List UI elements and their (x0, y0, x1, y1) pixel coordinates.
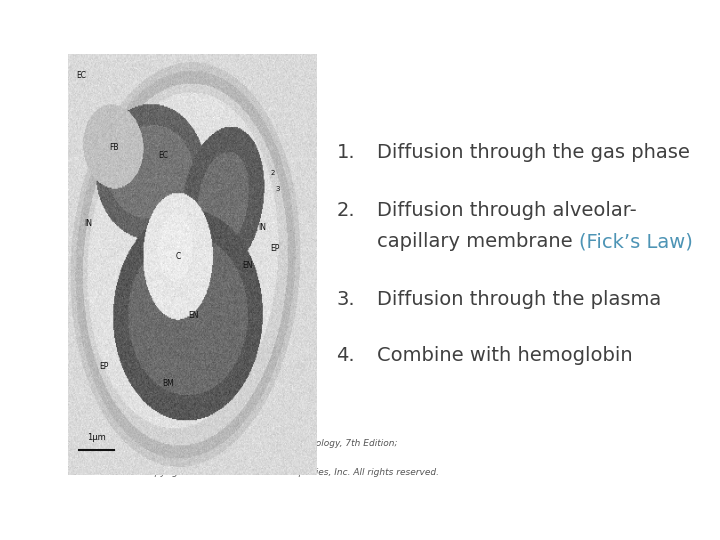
Text: C: C (176, 252, 181, 261)
Text: 2.: 2. (336, 201, 355, 220)
Text: Diffusion through alveolar-: Diffusion through alveolar- (377, 201, 637, 220)
Text: IN: IN (258, 223, 266, 232)
Text: 1.: 1. (336, 143, 355, 161)
Text: Combine with hemoglobin: Combine with hemoglobin (377, 346, 633, 366)
Text: 1μm: 1μm (87, 433, 106, 442)
Text: EN: EN (243, 261, 253, 269)
Text: 3.: 3. (336, 290, 355, 309)
Text: IN: IN (85, 219, 93, 227)
Text: http://www.accessmedicna.com: http://www.accessmedicna.com (143, 454, 287, 463)
Text: 2: 2 (270, 170, 275, 176)
Text: EP: EP (270, 244, 279, 253)
Text: (Fick’s Law): (Fick’s Law) (580, 232, 693, 251)
Text: 3: 3 (275, 186, 280, 192)
Text: capillary membrane: capillary membrane (377, 232, 580, 251)
Text: Diffusion through the gas phase: Diffusion through the gas phase (377, 143, 690, 161)
Text: EN: EN (188, 311, 198, 320)
Text: BM: BM (162, 379, 174, 388)
Text: Source: Levitzky MG: Pulmonary Physiology, 7th Edition;: Source: Levitzky MG: Pulmonary Physiolog… (143, 439, 397, 448)
Text: Copyright © The McGraw-Hill Companies, Inc. All rights reserved.: Copyright © The McGraw-Hill Companies, I… (143, 468, 439, 477)
Text: EP: EP (99, 362, 108, 371)
Text: Diffusion through the plasma: Diffusion through the plasma (377, 290, 662, 309)
Text: 4.: 4. (336, 346, 355, 366)
Text: EC: EC (76, 71, 86, 80)
Text: FB: FB (109, 143, 118, 152)
Text: EC: EC (158, 151, 168, 160)
